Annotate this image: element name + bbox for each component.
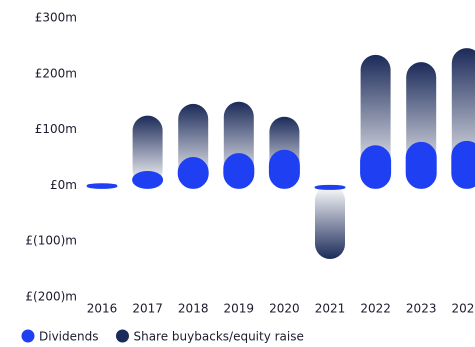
x-tick-label: 2017 xyxy=(132,302,163,316)
bar-segment xyxy=(132,115,163,186)
y-tick-label: £0m xyxy=(50,178,77,192)
y-tick-label: £(100)m xyxy=(25,234,77,248)
x-tick-label: 2016 xyxy=(87,302,118,316)
bar-segment xyxy=(314,184,346,190)
legend-label: Share buybacks/equity raise xyxy=(133,330,303,344)
bar-segment xyxy=(86,183,118,189)
bar-segment xyxy=(177,157,209,189)
bar-segment xyxy=(223,153,255,189)
legend-marker xyxy=(115,329,129,343)
bar-segment xyxy=(405,141,437,189)
bar-segment xyxy=(360,145,392,189)
x-tick-label: 2018 xyxy=(178,302,209,316)
y-tick-label: £100m xyxy=(35,122,77,136)
bar-segment xyxy=(132,170,164,189)
x-tick-label: 2021 xyxy=(315,302,346,316)
bar-segment xyxy=(315,185,345,260)
legend-label: Dividends xyxy=(39,330,98,344)
x-tick-label: 2020 xyxy=(269,302,300,316)
x-tick-label: 2019 xyxy=(224,302,255,316)
x-tick-label: 2022 xyxy=(360,302,391,316)
x-tick-label: 2023 xyxy=(406,302,437,316)
y-tick-label: £(200)m xyxy=(25,290,77,304)
legend-marker xyxy=(21,329,35,343)
y-tick-label: £300m xyxy=(35,11,77,25)
bar-segment xyxy=(268,149,300,189)
bar-segment xyxy=(451,140,475,189)
x-tick-label: 2024 xyxy=(452,302,475,316)
y-tick-label: £200m xyxy=(35,66,77,80)
